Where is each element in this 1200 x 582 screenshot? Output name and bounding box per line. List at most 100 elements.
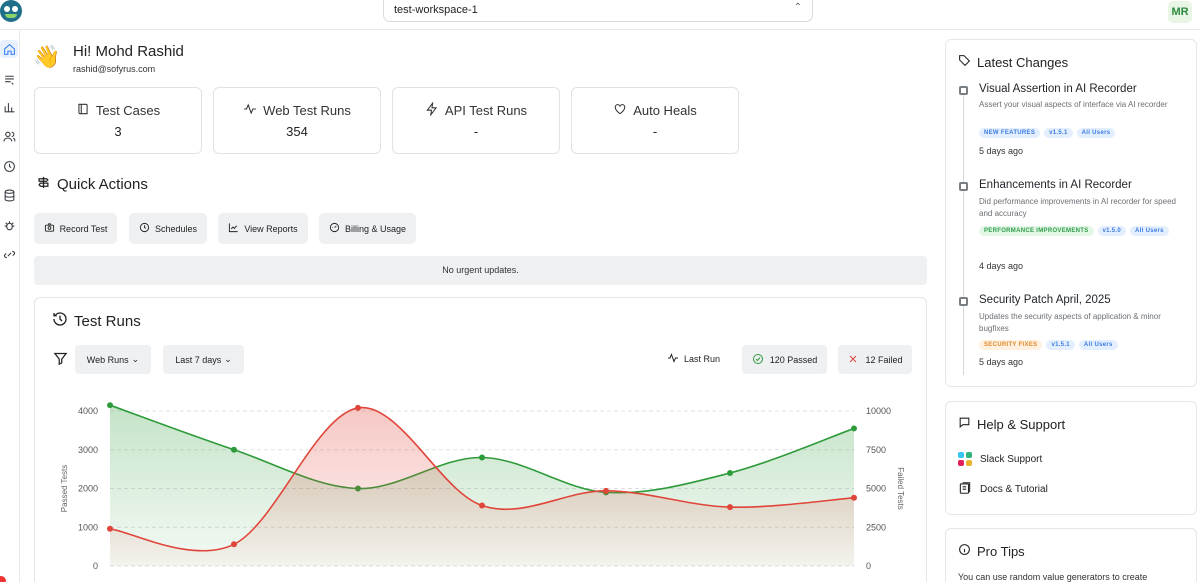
top-bar: test-workspace-1 ⌃ MR [0, 0, 1200, 30]
change-tags: NEW FEATURES v1.5.1 All Users [979, 128, 1189, 138]
user-email: rashid@sofyrus.com [73, 64, 156, 74]
quick-actions-title: Quick Actions [57, 176, 148, 193]
timeline-marker [959, 297, 968, 306]
passed-count-badge[interactable]: 120 Passed [742, 345, 827, 374]
docs-label: Docs & Tutorial [980, 484, 1048, 495]
history-icon [52, 311, 68, 331]
camera-icon [44, 222, 55, 235]
pro-tips-heading: Pro Tips [958, 543, 1025, 559]
y2-tick-label: 0 [866, 561, 871, 571]
test-runs-title: Test Runs [74, 312, 141, 330]
bug-icon[interactable] [0, 216, 18, 234]
users-icon[interactable] [0, 127, 18, 145]
latest-changes-heading: Latest Changes [958, 54, 1068, 70]
reports-bar-icon[interactable] [0, 98, 18, 116]
filter-icon[interactable] [53, 351, 68, 366]
stat-label: API Test Runs [444, 103, 528, 118]
docs-icon [958, 481, 972, 498]
test-runs-chart: 0 1000 2000 3000 4000 0 2500 5000 7500 10000 Passe… [60, 402, 904, 571]
stat-label: Web Test Runs [263, 103, 351, 118]
last-run-indicator[interactable]: Last Run [667, 352, 720, 366]
stat-card-test-cases[interactable]: Test Cases 3 [34, 87, 202, 154]
book-icon [76, 102, 90, 119]
button-label: View Reports [244, 223, 298, 234]
app-logo[interactable] [0, 0, 22, 22]
y2-tick-label: 10000 [866, 406, 891, 416]
data-point [355, 404, 361, 411]
stat-card-api-test-runs[interactable]: API Test Runs - [392, 87, 560, 154]
y-tick-label: 0 [93, 561, 98, 571]
audience-badge: All Users [1078, 340, 1118, 350]
view-reports-button[interactable]: View Reports [218, 213, 308, 244]
pro-tip-text: You can use random value generators to c… [958, 572, 1148, 582]
user-avatar[interactable]: MR [1168, 1, 1192, 23]
failed-label: 12 Failed [865, 354, 903, 365]
change-title[interactable]: Visual Assertion in AI Recorder [979, 83, 1137, 95]
data-point [107, 402, 113, 409]
change-title[interactable]: Security Patch April, 2025 [979, 294, 1111, 306]
run-type-dropdown[interactable]: Web Runs ⌄ [75, 345, 151, 374]
button-label: Record Test [59, 223, 108, 234]
dropdown-value: Last 7 days [175, 354, 222, 365]
y2-tick-label: 7500 [866, 445, 886, 455]
slack-label: Slack Support [980, 453, 1043, 465]
version-badge: v1.5.1 [1044, 128, 1073, 138]
slack-support-link[interactable]: Slack Support [958, 452, 1042, 466]
help-support-heading: Help & Support [958, 416, 1065, 432]
pro-tips-card [945, 528, 1197, 582]
test-cases-icon[interactable] [0, 70, 18, 88]
latest-changes-card [945, 39, 1197, 387]
y2-tick-label: 5000 [866, 484, 886, 494]
y-axis-label: Passed Tests [60, 465, 69, 512]
button-label: Schedules [154, 223, 198, 234]
data-point [231, 446, 237, 453]
workspace-select[interactable]: test-workspace-1 ⌃ [383, 0, 813, 22]
slack-icon [958, 452, 972, 466]
record-test-button[interactable]: Record Test [34, 213, 117, 244]
timeline-line [963, 90, 964, 375]
stat-card-web-test-runs[interactable]: Web Test Runs 354 [213, 87, 381, 154]
integrations-icon[interactable] [0, 245, 18, 263]
version-badge: v1.5.0 [1097, 226, 1127, 236]
gauge-icon [329, 222, 340, 235]
stat-value: 3 [114, 124, 122, 139]
change-description: Did performance improvements in AI recor… [979, 197, 1176, 218]
recording-indicator [0, 576, 6, 582]
stat-value: - [652, 124, 658, 139]
audience-badge: All Users [1076, 128, 1116, 138]
period-dropdown[interactable]: Last 7 days ⌄ [163, 345, 244, 374]
home-icon[interactable] [0, 40, 18, 58]
y2-axis-label: Failed Tests [896, 467, 904, 510]
audience-badge: All Users [1130, 226, 1169, 236]
activity-icon [243, 102, 257, 119]
x-icon [847, 353, 859, 367]
change-date: 5 days ago [979, 357, 1024, 367]
clock-icon[interactable] [0, 157, 18, 175]
lightning-icon [425, 101, 439, 119]
tag-icon [958, 54, 971, 70]
tag-badge: NEW FEATURES [979, 128, 1041, 138]
change-tags: PERFORMANCE IMPROVEMENTS v1.5.0 All User… [979, 226, 1189, 236]
chevron-updown-icon: ⌃ [793, 2, 802, 13]
help-support-card [945, 401, 1197, 515]
dropdown-value: Web Runs [86, 354, 129, 365]
version-badge: v1.5.1 [1046, 340, 1075, 350]
test-runs-heading: Test Runs [52, 311, 141, 331]
stat-card-auto-heals[interactable]: Auto Heals - [571, 87, 739, 154]
failed-count-badge[interactable]: 12 Failed [838, 345, 912, 374]
y2-tick-label: 2500 [866, 522, 886, 532]
urgent-updates-banner: No urgent updates. [34, 256, 927, 285]
change-tags: SECURITY FIXES v1.5.1 All Users [979, 340, 1189, 350]
billing-usage-button[interactable]: Billing & Usage [319, 213, 416, 244]
change-title[interactable]: Enhancements in AI Recorder [979, 179, 1132, 191]
change-description: Assert your visual aspects of interface … [979, 100, 1168, 109]
database-icon[interactable] [0, 186, 18, 204]
wave-hand-icon: 👋 [33, 44, 61, 69]
help-title: Help & Support [977, 416, 1066, 432]
docs-tutorial-link[interactable]: Docs & Tutorial [958, 481, 1048, 498]
stat-value: - [473, 124, 479, 139]
schedules-button[interactable]: Schedules [129, 213, 207, 244]
passed-label: 120 Passed [769, 354, 818, 365]
pro-tips-title: Pro Tips [977, 543, 1025, 559]
latest-changes-title: Latest Changes [977, 54, 1069, 70]
